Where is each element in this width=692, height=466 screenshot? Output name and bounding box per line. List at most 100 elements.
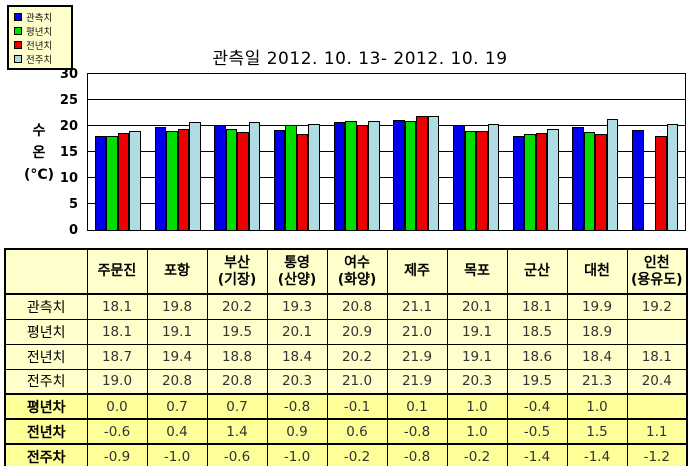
table-row-전년차: 전년차 -0.6 0.4 1.4 0.9 0.6 -0.8 1.0 -0.5 1.5 1.1: [4, 418, 688, 445]
cell-전년치-4: 18.4: [266, 343, 328, 370]
y-tick-label: 10: [59, 171, 78, 186]
cell-전년차-1: -0.6: [86, 418, 148, 445]
legend-item-label: 전년치: [26, 41, 53, 52]
bar-전주치-대천: [606, 119, 619, 230]
row-label-평년치: 평년치: [4, 318, 88, 345]
bar-전년치-제주: [416, 116, 428, 230]
y-tick-label: 25: [59, 93, 78, 108]
cell-평년차-7: 1.0: [446, 393, 508, 420]
cell-전주치-5: 21.0: [326, 368, 388, 395]
cell-전년치-5: 20.2: [326, 343, 388, 370]
column-header-10: 인천 (용유도): [626, 248, 688, 295]
legend-item-label: 평년치: [26, 27, 53, 38]
cell-전년차-9: 1.5: [566, 418, 628, 445]
bar-관측치-주문진: [94, 136, 107, 230]
bar-평년치-포항: [166, 131, 178, 230]
cell-전년차-8: -0.5: [506, 418, 568, 445]
cell-전주차-2: -1.0: [146, 443, 208, 466]
cell-관측치-3: 20.2: [206, 293, 268, 320]
cell-평년차-6: 0.1: [386, 393, 448, 420]
cell-전년차-7: 1.0: [446, 418, 508, 445]
cell-전년치-2: 19.4: [146, 343, 208, 370]
cell-전주차-6: -0.8: [386, 443, 448, 466]
bar-전주치-목포: [487, 124, 500, 230]
cell-관측치-4: 19.3: [266, 293, 328, 320]
cell-평년치-10: [626, 318, 688, 345]
column-header-4: 통영 (산양): [266, 248, 328, 295]
bar-관측치-대천: [572, 127, 584, 230]
bar-전년치-인천(용유도): [655, 136, 667, 230]
bar-전년치-대천: [595, 134, 607, 230]
data-table-wrap: 주문진 포항 부산 (기장) 통영 (산양) 여수 (화양) 제주 목포 군산 대천 인천 (용유…: [4, 248, 688, 466]
table-body: 관측치 18.1 19.8 20.2 19.3 20.8 21.1 20.1 18.1 19.9 1…: [4, 293, 688, 466]
table-row-전주치: 전주치 19.0 20.8 20.8 20.3 21.0 21.9 20.3 19.5 21.3 2…: [4, 368, 688, 395]
legend-item: 전년치: [14, 38, 67, 52]
cell-전주차-5: -0.2: [326, 443, 388, 466]
bar-전년치-부산(기장): [237, 132, 249, 230]
cell-전년치-10: 18.1: [626, 343, 688, 370]
column-header-9: 대천: [566, 248, 628, 295]
bar-관측치-목포: [453, 125, 465, 230]
column-header-7: 목포: [446, 248, 508, 295]
cell-평년차-4: -0.8: [266, 393, 328, 420]
bar-평년치-여수(화양): [345, 121, 357, 230]
y-axis-label: 수 온 (°C): [14, 120, 64, 186]
y-tick-label: 15: [59, 145, 78, 160]
legend-swatch-icon: [14, 41, 22, 49]
legend-item-label: 전주치: [26, 55, 53, 66]
cell-평년치-3: 19.5: [206, 318, 268, 345]
table-row-전년치: 전년치 18.7 19.4 18.8 18.4 20.2 21.9 19.1 18.6 18.4 1…: [4, 343, 688, 370]
chart-title: 관측일 2012. 10. 13- 2012. 10. 19: [212, 49, 508, 69]
cell-평년차-8: -0.4: [506, 393, 568, 420]
row-label-전주치: 전주치: [4, 368, 88, 395]
bar-평년치-통영(산양): [285, 125, 297, 230]
cell-전년치-1: 18.7: [86, 343, 148, 370]
column-header-8: 군산: [506, 248, 568, 295]
table-corner-cell: [4, 248, 88, 295]
bar-전주치-인천(용유도): [666, 124, 679, 230]
cell-관측치-6: 21.1: [386, 293, 448, 320]
bar-전주치-통영(산양): [308, 124, 320, 230]
cell-관측치-5: 20.8: [326, 293, 388, 320]
bar-전년치-주문진: [117, 133, 130, 230]
table-row-평년차: 평년차 0.0 0.7 0.7 -0.8 -0.1 0.1 1.0 -0.4 1.0: [4, 393, 688, 420]
row-label-전년치: 전년치: [4, 343, 88, 370]
cell-전년치-3: 18.8: [206, 343, 268, 370]
cell-평년치-6: 21.0: [386, 318, 448, 345]
bar-전년치-군산: [535, 133, 548, 230]
cell-전주치-1: 19.0: [86, 368, 148, 395]
cell-평년차-2: 0.7: [146, 393, 208, 420]
gridline: [88, 151, 685, 152]
row-label-평년차: 평년차: [4, 393, 88, 420]
gridline: [88, 177, 685, 178]
cell-관측치-1: 18.1: [86, 293, 148, 320]
row-label-전년차: 전년차: [4, 418, 88, 445]
column-header-5: 여수 (화양): [326, 248, 388, 295]
table-header-row: 주문진 포항 부산 (기장) 통영 (산양) 여수 (화양) 제주 목포 군산 대천 인천 (용유…: [4, 248, 688, 295]
cell-전주차-10: -1.2: [626, 443, 688, 466]
table-row-전주차: 전주차 -0.9 -1.0 -0.6 -1.0 -0.2 -0.8 -0.2 -1.4 -1.4-…: [4, 443, 688, 466]
cell-전주치-3: 20.8: [206, 368, 268, 395]
bar-전주치-포항: [189, 122, 201, 230]
cell-평년차-1: 0.0: [86, 393, 148, 420]
y-tick-label: 0: [68, 223, 78, 238]
bar-관측치-군산: [512, 136, 525, 230]
bar-전주치-군산: [547, 129, 559, 230]
legend-item-label: 관측치: [26, 13, 53, 24]
gridline: [88, 125, 685, 126]
bar-전주치-제주: [427, 116, 440, 230]
bar-평년치-군산: [524, 134, 536, 230]
cell-전주치-7: 20.3: [446, 368, 508, 395]
bar-관측치-포항: [154, 127, 167, 230]
bar-관측치-여수(화양): [333, 122, 346, 230]
cell-전년차-4: 0.9: [266, 418, 328, 445]
cell-평년치-4: 20.1: [266, 318, 328, 345]
cell-전주치-2: 20.8: [146, 368, 208, 395]
bar-전년치-목포: [476, 131, 488, 230]
cell-평년치-5: 20.9: [326, 318, 388, 345]
cell-전주차-8: -1.4: [506, 443, 568, 466]
column-header-3: 부산 (기장): [206, 248, 268, 295]
legend-swatch-icon: [14, 27, 22, 35]
bar-전년치-포항: [177, 129, 190, 230]
